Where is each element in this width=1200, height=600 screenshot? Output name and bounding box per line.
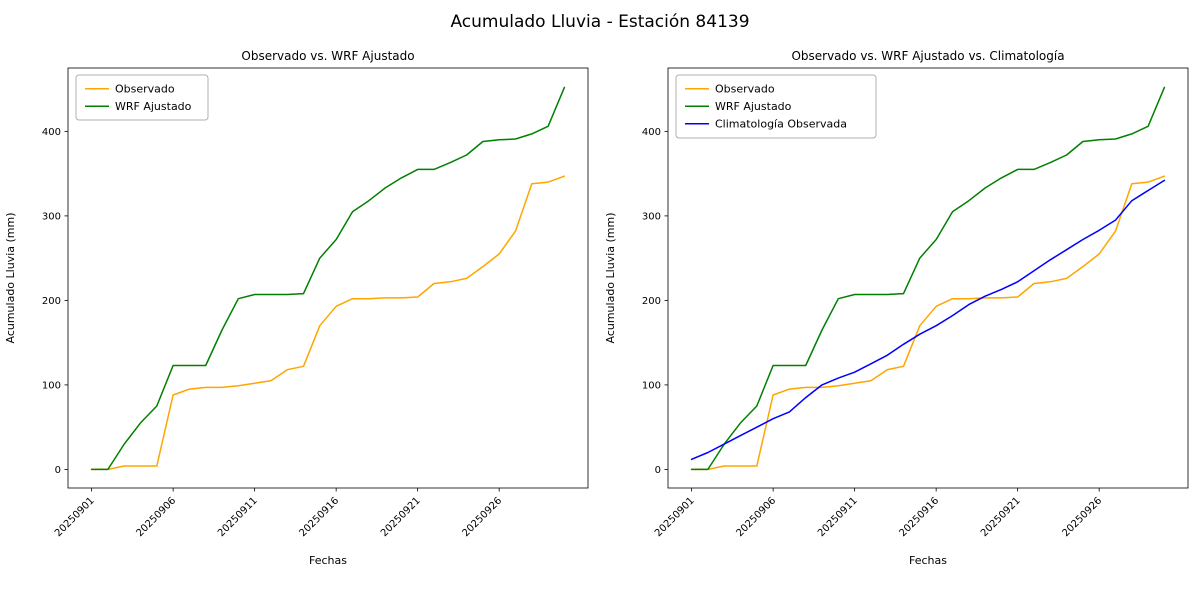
series-line-climatología-observada <box>690 179 1166 461</box>
legend-label-climatología-observada: Climatología Observada <box>715 118 847 131</box>
y-tick-label: 0 <box>55 465 61 476</box>
subplot-observado-vs-wrf: 0 100 200 300 400 20250901 20250906 20250911 202… <box>4 49 589 567</box>
x-tick-label: 20250901 <box>53 495 97 539</box>
y-tick-label: 200 <box>642 296 661 307</box>
legend-label-wrf-ajustado: WRF Ajustado <box>115 100 192 113</box>
subplot-title: Observado vs. WRF Ajustado <box>241 49 414 63</box>
y-axis-label: Acumulado Lluvia (mm) <box>604 212 617 343</box>
legend-label-observado: Observado <box>715 83 775 96</box>
x-tick-label: 20250921 <box>379 495 423 539</box>
x-tick-label: 20250926 <box>461 495 505 539</box>
x-tick-label: 20250906 <box>134 495 178 539</box>
y-tick-label: 300 <box>642 211 661 222</box>
x-tick-label: 20250916 <box>297 495 341 539</box>
y-axis-label: Acumulado Lluvia (mm) <box>4 212 17 343</box>
series-line-observado <box>90 175 566 471</box>
y-tick-label: 0 <box>655 465 661 476</box>
x-tick-label: 20250901 <box>653 495 697 539</box>
subplot-title: Observado vs. WRF Ajustado vs. Climatolo… <box>791 49 1064 63</box>
y-tick-label: 100 <box>642 380 661 391</box>
subplot-observado-vs-wrf-vs-climatologia: 0 100 200 300 400 20250901 20250906 20250911 202… <box>604 49 1189 567</box>
series-line-wrf-ajustado <box>690 86 1166 471</box>
y-tick-label: 400 <box>42 127 61 138</box>
y-tick-label: 200 <box>42 296 61 307</box>
legend-box <box>675 74 877 139</box>
y-tick-label: 300 <box>42 211 61 222</box>
x-tick-label: 20250911 <box>816 495 860 539</box>
x-tick-label: 20250911 <box>216 495 260 539</box>
x-tick-label: 20250916 <box>897 495 941 539</box>
series-line-observado <box>690 175 1166 471</box>
subplots-row: 0 100 200 300 400 20250901 20250906 20250911 202… <box>0 46 1200 594</box>
y-tick-label: 100 <box>42 380 61 391</box>
y-tick-label: 400 <box>642 127 661 138</box>
legend-label-observado: Observado <box>115 83 175 96</box>
legend-box <box>75 74 209 121</box>
axes-frame <box>667 67 1189 489</box>
x-axis-label: Fechas <box>309 554 347 567</box>
figure-title: Acumulado Lluvia - Estación 84139 <box>450 12 750 32</box>
axes-frame <box>67 67 589 489</box>
series-line-wrf-ajustado <box>90 86 566 471</box>
x-tick-label: 20250926 <box>1061 495 1105 539</box>
x-axis-label: Fechas <box>909 554 947 567</box>
x-tick-label: 20250906 <box>734 495 778 539</box>
legend-label-wrf-ajustado: WRF Ajustado <box>715 100 792 113</box>
x-tick-label: 20250921 <box>979 495 1023 539</box>
